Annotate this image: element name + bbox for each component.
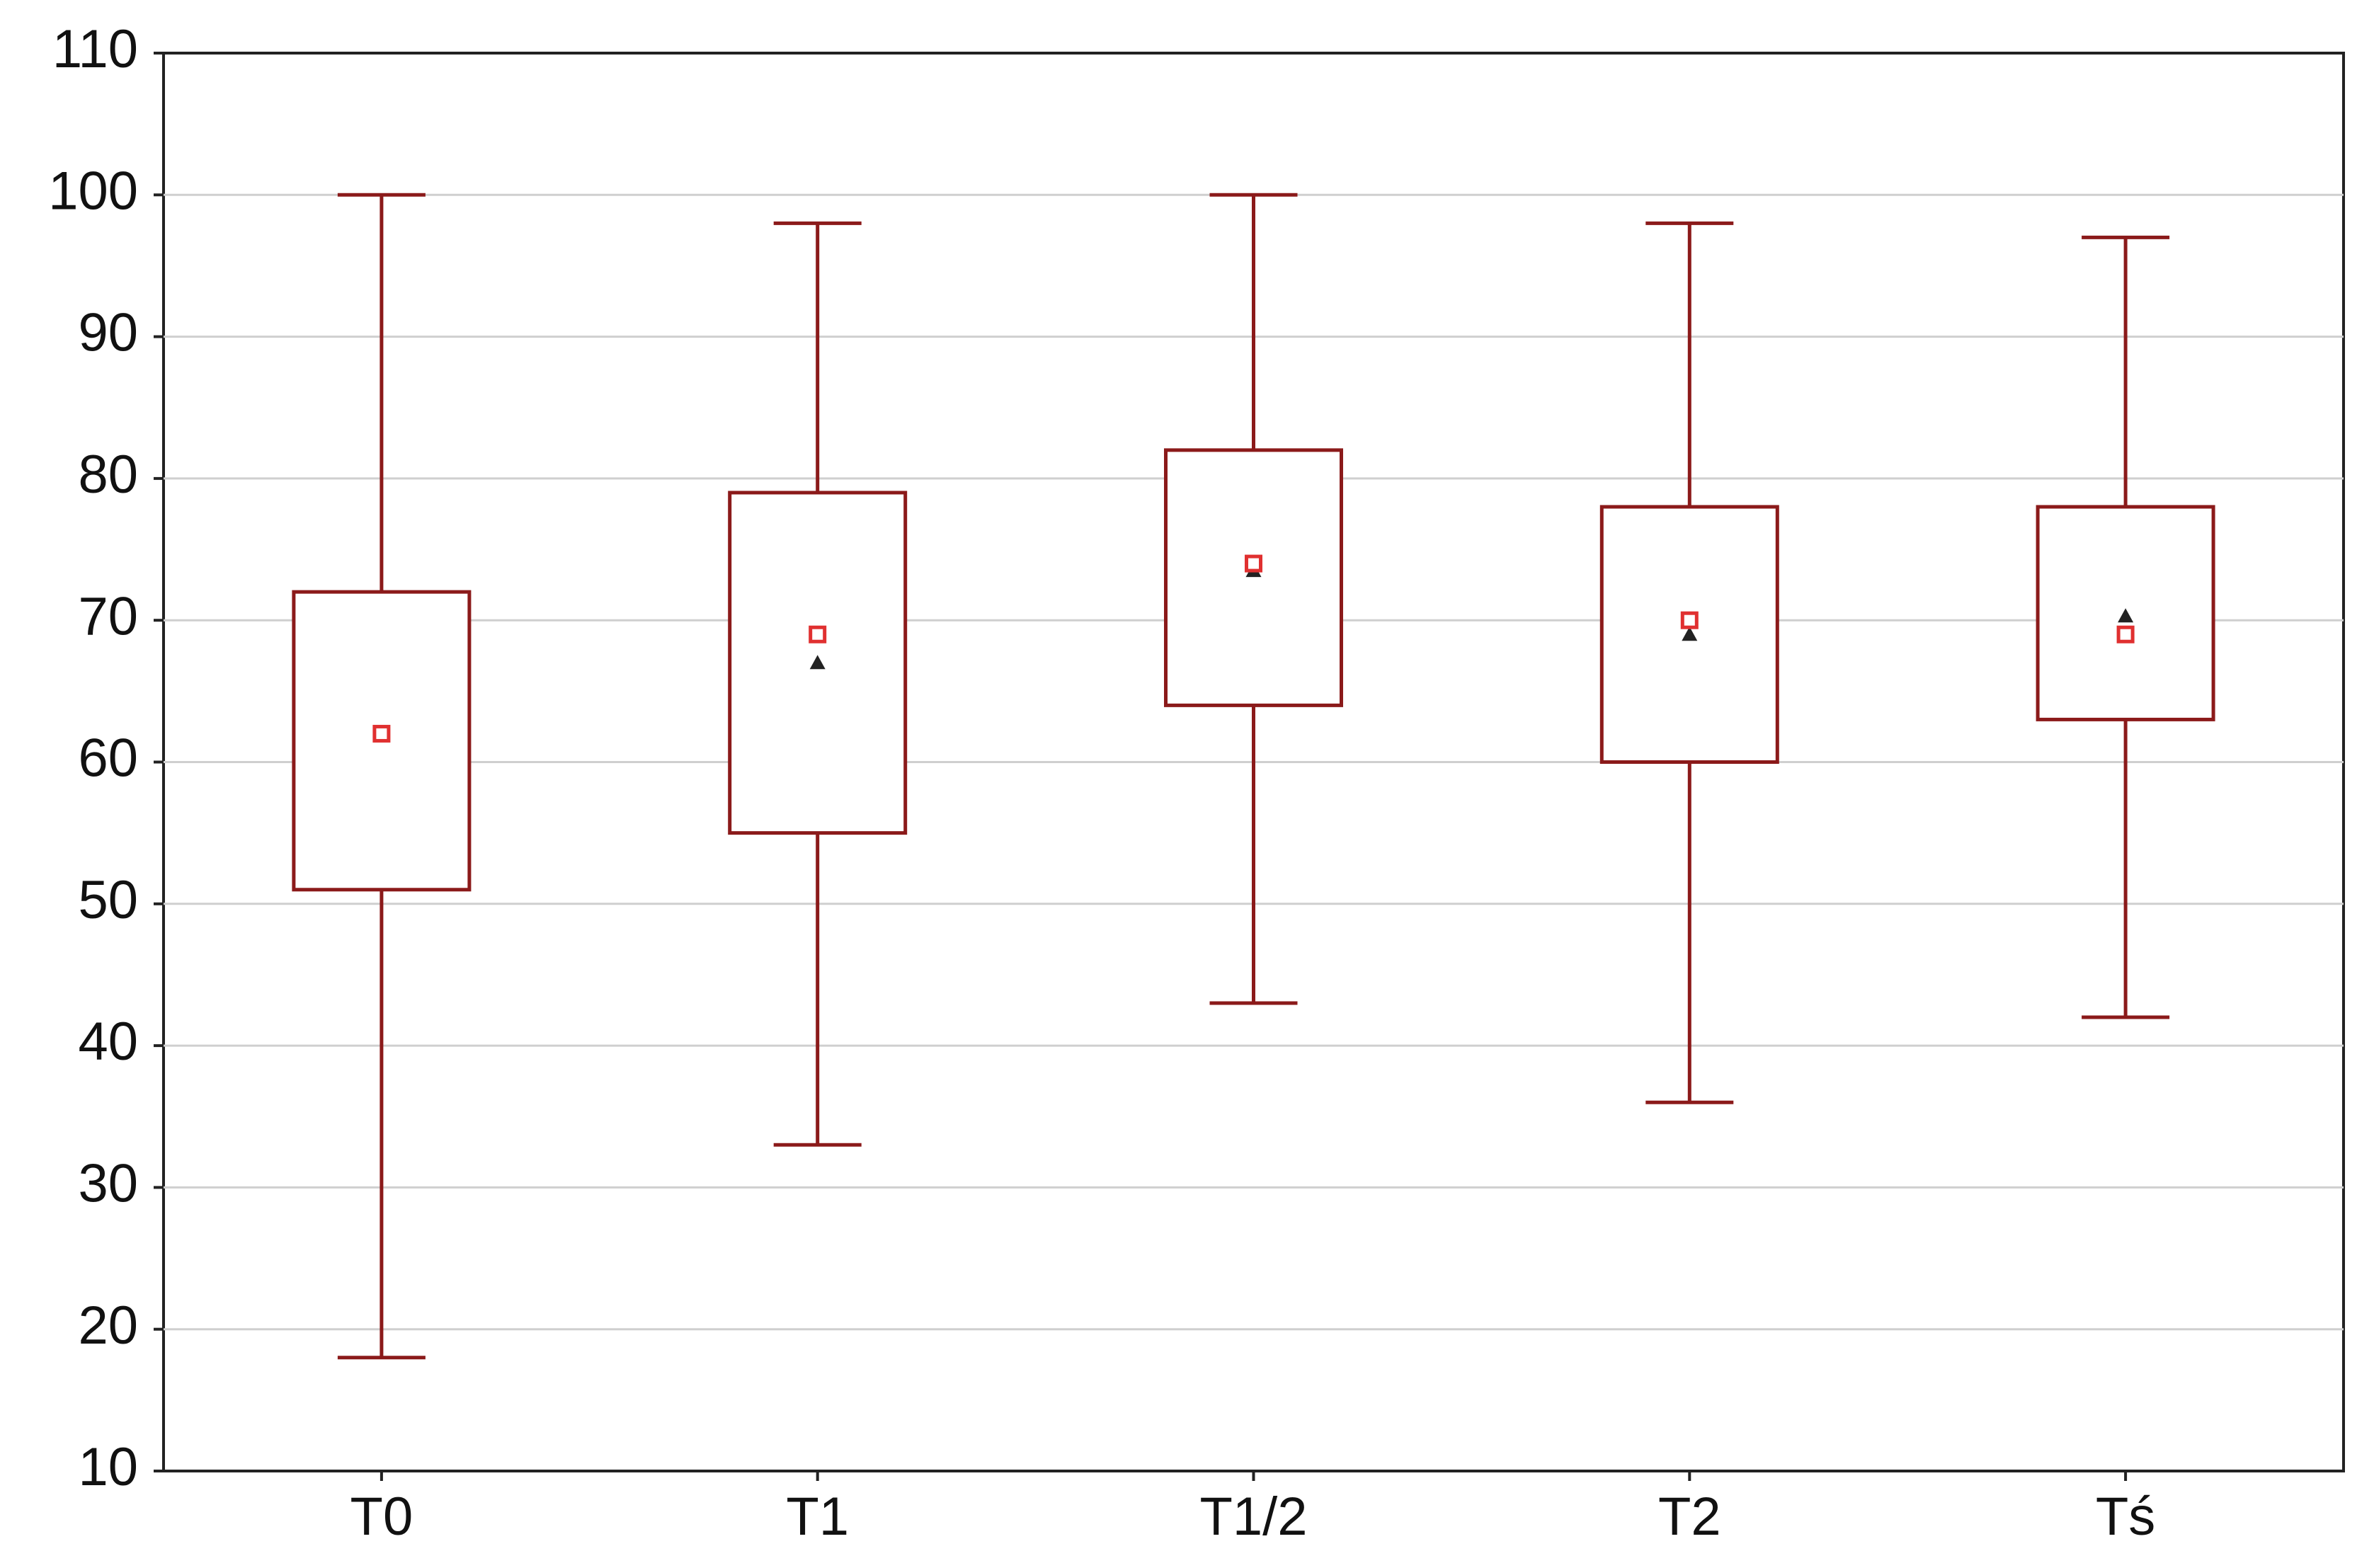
box: [1164, 448, 1343, 707]
y-tick-label: 70: [78, 586, 138, 646]
x-tick-label: T2: [1658, 1487, 1721, 1547]
x-tick-label: T1: [786, 1487, 849, 1547]
box: [292, 590, 472, 892]
median-marker: [809, 625, 827, 643]
x-tick-label: T1/2: [1199, 1487, 1307, 1547]
y-tick-label: 90: [78, 303, 138, 363]
y-tick-label: 10: [78, 1437, 138, 1497]
x-tick-label: T0: [350, 1487, 413, 1547]
mean-marker: [809, 655, 826, 670]
median-marker: [372, 724, 391, 743]
median-marker: [1245, 554, 1262, 573]
mean-marker: [1682, 626, 1698, 641]
y-tick-label: 80: [78, 445, 138, 505]
y-tick-label: 110: [52, 19, 138, 79]
y-tick-label: 100: [48, 161, 138, 221]
median-marker: [1680, 611, 1699, 629]
y-tick-label: 20: [78, 1295, 138, 1356]
mean-marker: [2118, 608, 2134, 623]
median-marker: [2116, 625, 2135, 643]
y-tick-label: 30: [78, 1153, 138, 1213]
y-tick-label: 40: [78, 1012, 138, 1072]
x-tick-label: Tś: [2096, 1487, 2155, 1547]
y-tick-label: 60: [78, 728, 138, 789]
y-tick-label: 50: [78, 870, 138, 930]
